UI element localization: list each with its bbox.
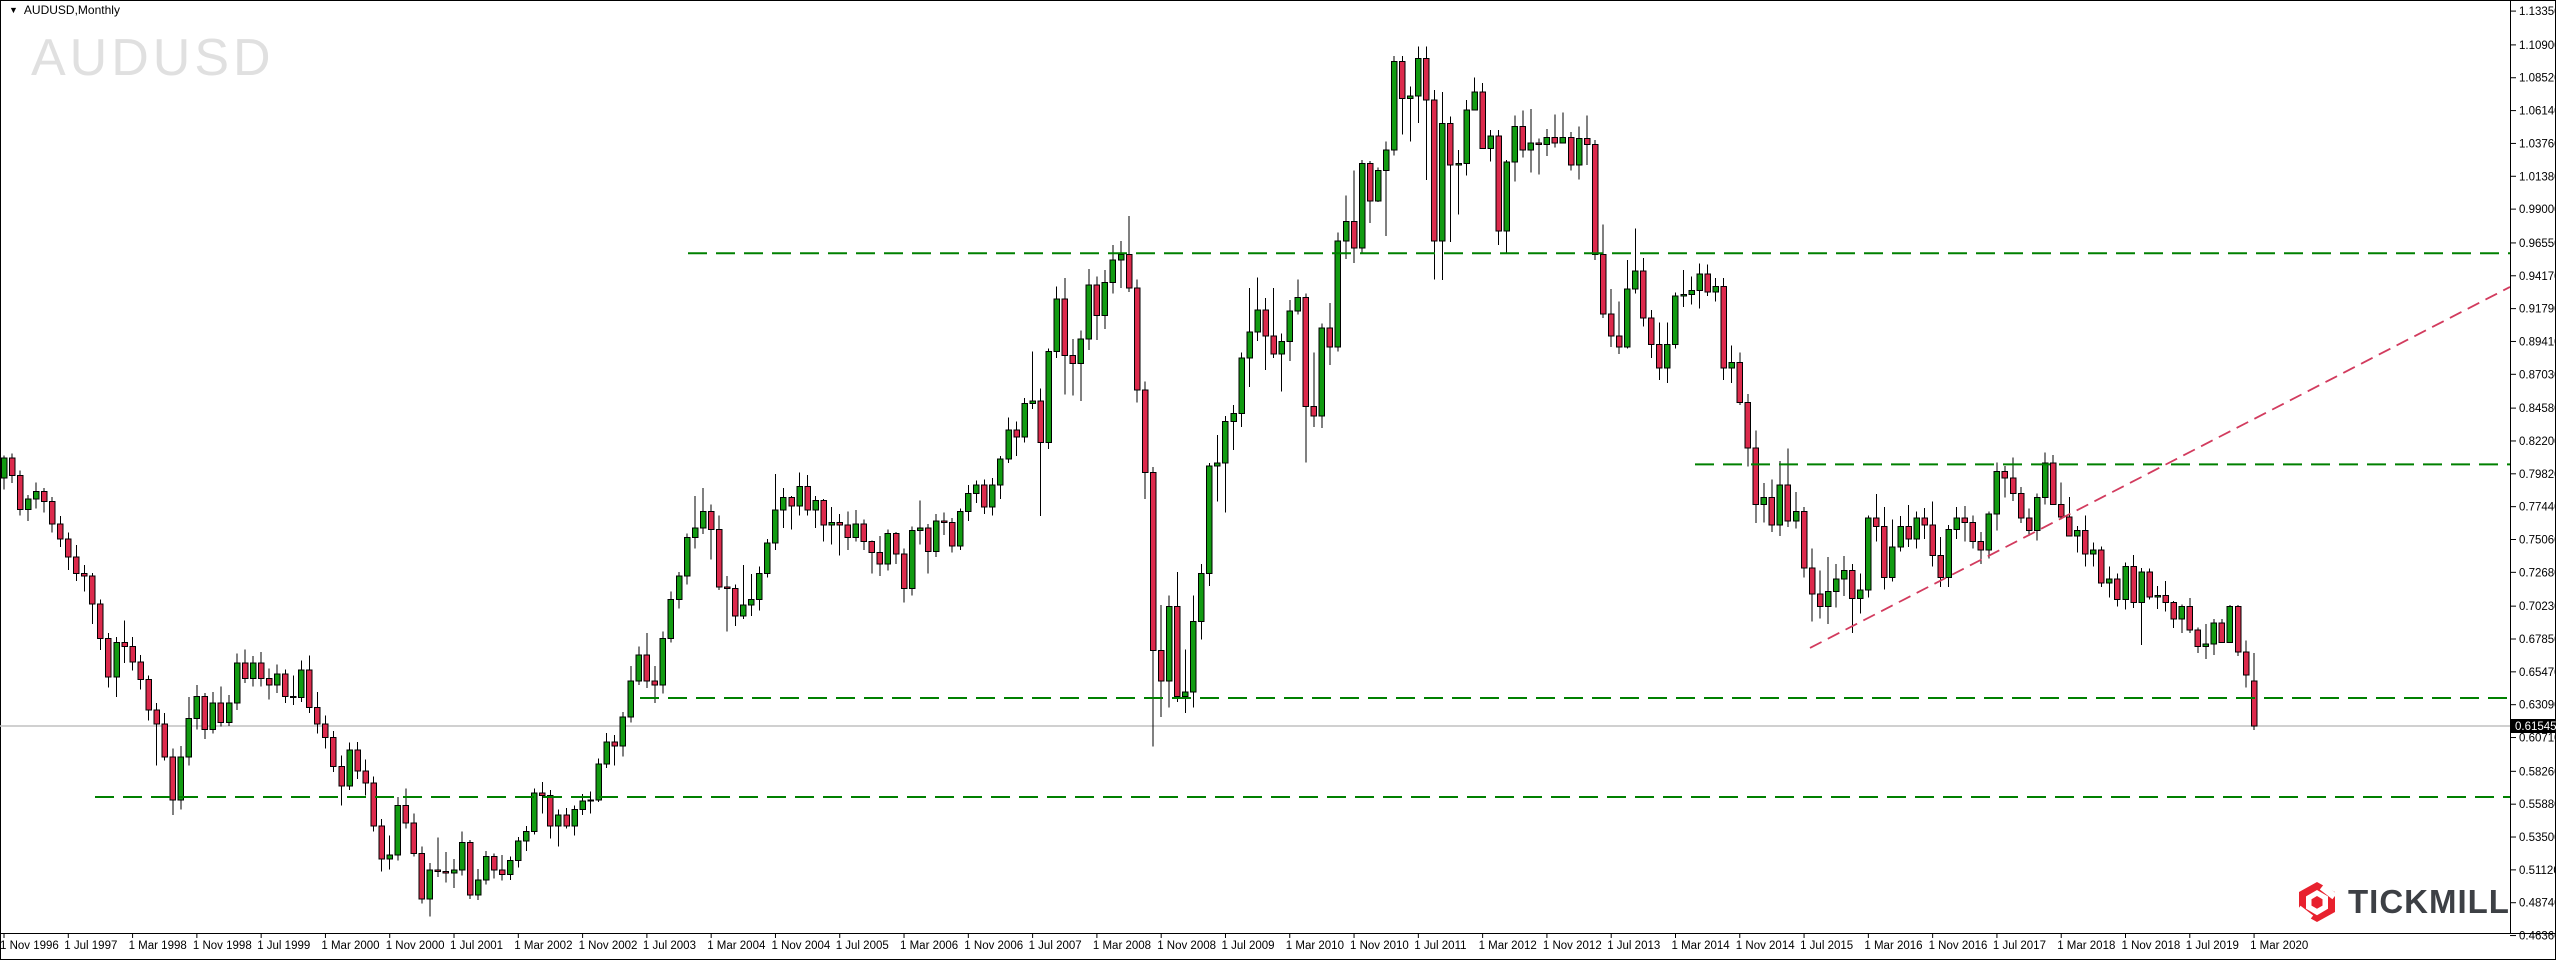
svg-text:1 Nov 2002: 1 Nov 2002 — [579, 940, 638, 952]
svg-text:1.08520: 1.08520 — [2519, 73, 2556, 85]
candles-layer — [0, 46, 2258, 917]
svg-text:1 Nov 1996: 1 Nov 1996 — [0, 940, 59, 952]
svg-text:1 Mar 1998: 1 Mar 1998 — [129, 940, 187, 952]
svg-text:1 Jul 2009: 1 Jul 2009 — [1222, 940, 1275, 952]
svg-text:1 Jul 1997: 1 Jul 1997 — [64, 940, 117, 952]
svg-text:1 Mar 2006: 1 Mar 2006 — [900, 940, 958, 952]
svg-text:1 Jul 2017: 1 Jul 2017 — [1993, 940, 2046, 952]
tickmill-logo-icon — [2297, 882, 2337, 922]
price-scale[interactable]: 1.13350 1.10900 1.08520 1.06140 1.03760 1.013… — [2510, 6, 2556, 943]
svg-text:1 Mar 2014: 1 Mar 2014 — [1672, 940, 1731, 952]
tickmill-logo-text: TICKMILL — [2348, 883, 2510, 920]
svg-text:1 Nov 2014: 1 Nov 2014 — [1736, 940, 1795, 952]
svg-text:1 Mar 2020: 1 Mar 2020 — [2250, 940, 2308, 952]
svg-text:1 Jul 2015: 1 Jul 2015 — [1800, 940, 1853, 952]
chart-frame — [0, 0, 2556, 934]
svg-text:1 Nov 2000: 1 Nov 2000 — [386, 940, 445, 952]
svg-text:1 Nov 1998: 1 Nov 1998 — [193, 940, 252, 952]
svg-text:1 Jul 2003: 1 Jul 2003 — [643, 940, 696, 952]
svg-text:1 Jul 2005: 1 Jul 2005 — [836, 940, 889, 952]
svg-text:1 Mar 2004: 1 Mar 2004 — [707, 940, 766, 952]
svg-text:0.51120: 0.51120 — [2519, 865, 2556, 877]
svg-text:1 Mar 2002: 1 Mar 2002 — [514, 940, 572, 952]
svg-text:1 Jul 2007: 1 Jul 2007 — [1029, 940, 1082, 952]
svg-text:1 Jul 2011: 1 Jul 2011 — [1414, 940, 1466, 952]
rising-trendline[interactable] — [1809, 286, 2511, 649]
svg-text:1.06140: 1.06140 — [2519, 106, 2556, 118]
symbol-title[interactable]: ▼ AUDUSD,Monthly — [9, 3, 120, 17]
svg-text:1 Nov 2012: 1 Nov 2012 — [1543, 940, 1602, 952]
current-price-badge: 0.61545 — [2511, 719, 2556, 733]
svg-text:1.10900: 1.10900 — [2519, 40, 2556, 52]
svg-text:1 Nov 2018: 1 Nov 2018 — [2122, 940, 2181, 952]
svg-text:1 Mar 2008: 1 Mar 2008 — [1093, 940, 1151, 952]
symbol-label: AUDUSD,Monthly — [23, 3, 120, 17]
svg-text:1.13350: 1.13350 — [2519, 6, 2556, 18]
svg-text:1 Mar 2018: 1 Mar 2018 — [2057, 940, 2115, 952]
svg-text:1 Jul 2013: 1 Jul 2013 — [1607, 940, 1660, 952]
time-scale[interactable]: 1 Nov 1996 1 Jul 1997 1 Mar 1998 1 Nov 1998… — [0, 933, 2308, 952]
tickmill-logo: TICKMILL — [2297, 881, 2510, 923]
svg-text:1 Mar 2012: 1 Mar 2012 — [1479, 940, 1537, 952]
symbol-watermark: AUDUSD — [31, 29, 275, 87]
svg-text:1 Nov 2008: 1 Nov 2008 — [1157, 940, 1216, 952]
svg-text:1 Nov 2016: 1 Nov 2016 — [1929, 940, 1988, 952]
svg-text:1 Jul 1999: 1 Jul 1999 — [257, 940, 310, 952]
svg-text:1 Mar 2000: 1 Mar 2000 — [321, 940, 379, 952]
svg-text:1.03760: 1.03760 — [2519, 138, 2556, 150]
svg-text:1 Mar 2016: 1 Mar 2016 — [1864, 940, 1922, 952]
svg-text:1 Nov 2004: 1 Nov 2004 — [772, 940, 831, 952]
svg-text:1 Nov 2006: 1 Nov 2006 — [964, 940, 1023, 952]
svg-text:0.61545: 0.61545 — [2515, 721, 2556, 733]
svg-text:1 Mar 2010: 1 Mar 2010 — [1286, 940, 1344, 952]
svg-text:1 Jul 2019: 1 Jul 2019 — [2186, 940, 2239, 952]
symbol-dropdown-arrow-icon[interactable]: ▼ — [9, 5, 18, 15]
svg-text:1 Nov 2010: 1 Nov 2010 — [1350, 940, 1409, 952]
svg-text:1 Jul 2001: 1 Jul 2001 — [450, 940, 503, 952]
